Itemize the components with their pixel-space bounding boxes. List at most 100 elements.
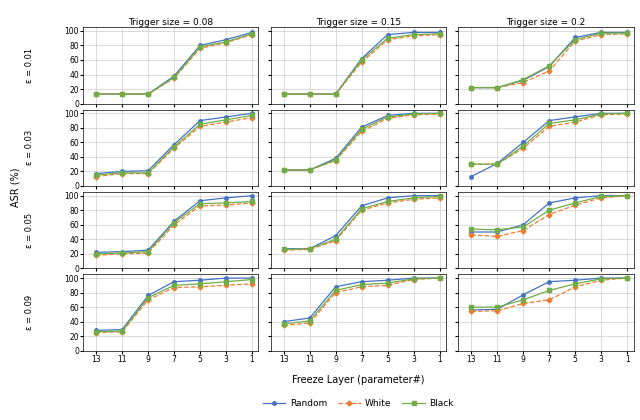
White	[384, 200, 392, 205]
Random	[467, 307, 475, 312]
Black	[280, 92, 287, 97]
Black	[332, 288, 339, 293]
Random	[280, 319, 287, 324]
White	[196, 203, 204, 208]
Random	[332, 284, 339, 289]
Line: Random: Random	[95, 112, 253, 175]
Random	[332, 156, 339, 161]
Legend: Random, White, Black: Random, White, Black	[259, 395, 458, 411]
Random	[196, 278, 204, 283]
Black	[170, 75, 178, 80]
Black	[358, 206, 365, 211]
Random	[92, 250, 100, 255]
White	[384, 283, 392, 288]
Line: Random: Random	[95, 276, 253, 332]
Random	[248, 193, 256, 198]
Random	[144, 248, 152, 253]
Black	[196, 201, 204, 206]
Random	[118, 92, 126, 97]
Y-axis label: ε = 0.01: ε = 0.01	[25, 48, 34, 83]
Black	[410, 32, 417, 37]
Line: Black: Black	[282, 112, 442, 172]
White	[623, 193, 631, 198]
Random	[545, 118, 553, 123]
Black	[306, 246, 314, 251]
Random	[384, 32, 392, 37]
White	[436, 195, 444, 200]
White	[572, 120, 579, 125]
Line: Black: Black	[282, 195, 442, 251]
Line: White: White	[282, 276, 442, 327]
Black	[467, 85, 475, 90]
White	[436, 112, 444, 117]
Black	[358, 58, 365, 63]
Random	[572, 278, 579, 283]
Black	[436, 276, 444, 281]
White	[170, 222, 178, 227]
Black	[170, 220, 178, 225]
Random	[92, 92, 100, 97]
Black	[280, 247, 287, 252]
Random	[545, 200, 553, 205]
Black	[572, 37, 579, 42]
Black	[384, 199, 392, 204]
Black	[623, 111, 631, 116]
Black	[248, 277, 256, 282]
White	[306, 320, 314, 326]
White	[92, 174, 100, 179]
White	[572, 202, 579, 207]
White	[520, 146, 527, 151]
Black	[170, 144, 178, 149]
Line: White: White	[95, 33, 253, 96]
Black	[118, 171, 126, 176]
Random	[144, 168, 152, 173]
Black	[384, 36, 392, 41]
Black	[493, 85, 501, 90]
Black	[118, 92, 126, 97]
Random	[520, 140, 527, 145]
White	[332, 290, 339, 295]
Line: Random: Random	[470, 194, 629, 234]
Random	[436, 30, 444, 35]
Random	[384, 113, 392, 118]
Line: Random: Random	[95, 31, 253, 96]
Black	[493, 162, 501, 167]
White	[467, 162, 475, 167]
Line: Random: Random	[470, 112, 629, 178]
White	[358, 208, 365, 213]
White	[545, 297, 553, 302]
Random	[623, 193, 631, 198]
Black	[410, 195, 417, 200]
Black	[118, 328, 126, 333]
Random	[280, 92, 287, 97]
Black	[92, 329, 100, 334]
Random	[436, 193, 444, 198]
White	[520, 228, 527, 233]
Black	[572, 200, 579, 205]
White	[332, 158, 339, 163]
Black	[170, 283, 178, 288]
Random	[384, 278, 392, 283]
Black	[520, 224, 527, 229]
Random	[623, 276, 631, 281]
White	[144, 297, 152, 302]
Line: Random: Random	[95, 194, 253, 254]
Random	[222, 195, 230, 200]
Line: White: White	[95, 116, 253, 178]
Random	[520, 292, 527, 297]
White	[118, 251, 126, 256]
White	[306, 92, 314, 97]
White	[623, 276, 631, 281]
Line: Black: Black	[282, 276, 442, 326]
White	[493, 234, 501, 239]
Black	[597, 194, 605, 199]
Black	[436, 194, 444, 199]
White	[623, 112, 631, 117]
Random	[92, 171, 100, 176]
Black	[467, 162, 475, 167]
Black	[467, 304, 475, 310]
Black	[545, 208, 553, 213]
Black	[623, 193, 631, 198]
Black	[248, 32, 256, 37]
Y-axis label: ε = 0.05: ε = 0.05	[25, 213, 34, 248]
